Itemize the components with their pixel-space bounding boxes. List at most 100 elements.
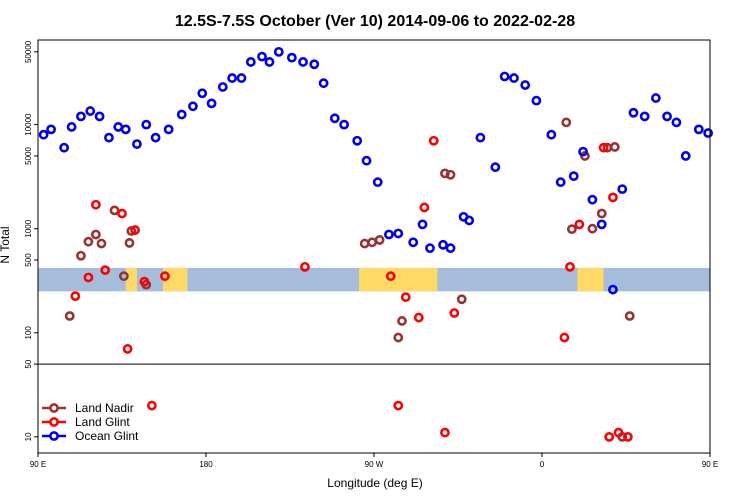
y-tick-label: 1000	[24, 219, 33, 237]
data-point	[361, 155, 372, 166]
data-point	[90, 199, 101, 210]
data-point	[680, 151, 691, 161]
y-tick-label: 100	[24, 326, 33, 340]
data-point	[587, 223, 598, 234]
data-point	[546, 129, 557, 140]
data-point	[425, 243, 435, 254]
series-land-glint	[70, 135, 633, 442]
data-point	[662, 111, 672, 122]
data-point	[94, 111, 105, 122]
data-point	[693, 124, 704, 135]
data-point	[339, 119, 350, 130]
data-point	[83, 272, 94, 283]
data-point	[622, 431, 633, 442]
data-point	[109, 205, 120, 216]
data-point	[236, 73, 247, 83]
data-point	[83, 236, 94, 247]
data-point	[393, 228, 404, 239]
data-point	[298, 57, 308, 67]
data-point	[509, 73, 519, 83]
data-point	[419, 202, 430, 213]
data-point	[613, 427, 624, 438]
data-point	[372, 177, 383, 188]
legend-marker	[49, 431, 59, 441]
data-point	[608, 192, 618, 203]
y-tick-label: 50	[24, 359, 33, 368]
data-point	[118, 271, 129, 282]
data-point	[555, 177, 566, 188]
data-point	[150, 132, 161, 143]
data-point	[568, 171, 579, 182]
data-point	[561, 117, 572, 128]
data-point	[146, 400, 157, 411]
data-point	[440, 168, 450, 179]
data-point	[624, 311, 635, 321]
data-point	[449, 308, 460, 318]
legend-label: Ocean Glint	[75, 429, 139, 443]
data-point	[703, 128, 714, 138]
data-point	[329, 113, 340, 124]
x-tick-label: 180	[199, 460, 213, 469]
y-tick-label: 5000	[24, 146, 33, 164]
x-axis-ticks: 90 E 180 90 W 0 90 E	[30, 453, 718, 469]
data-point	[374, 235, 385, 245]
data-point	[85, 106, 96, 116]
data-point	[76, 250, 86, 261]
data-point	[227, 73, 238, 83]
data-point	[245, 57, 256, 67]
x-tick-label: 0	[540, 460, 545, 469]
x-tick-label: 90 E	[702, 460, 718, 469]
data-point	[176, 109, 187, 120]
data-point	[400, 292, 411, 303]
data-point	[428, 135, 439, 146]
data-point	[76, 111, 86, 122]
data-point	[609, 142, 620, 152]
data-point	[617, 184, 628, 195]
data-point	[257, 51, 267, 62]
data-point	[566, 224, 577, 235]
data-point	[393, 400, 404, 411]
data-point	[217, 82, 228, 92]
data-point	[46, 124, 56, 135]
data-point	[90, 229, 101, 240]
data-point	[120, 124, 131, 135]
data-point	[639, 111, 650, 122]
data-point	[197, 88, 208, 99]
data-point	[531, 95, 542, 106]
band-land-2	[359, 267, 438, 292]
series-land-nadir	[64, 117, 635, 442]
data-point	[38, 129, 49, 140]
data-point	[122, 344, 133, 354]
data-point	[397, 316, 407, 326]
data-point	[163, 124, 174, 135]
data-point	[464, 215, 475, 226]
data-point	[596, 208, 607, 219]
y-tick-label: 10000	[24, 113, 33, 136]
data-point	[604, 431, 615, 442]
data-point	[650, 93, 661, 103]
x-tick-label: 90 E	[30, 460, 46, 469]
data-point	[66, 122, 77, 132]
legend-marker	[49, 417, 59, 427]
y-axis-label: N Total	[0, 226, 12, 263]
band-land-3	[577, 267, 604, 292]
data-point	[300, 261, 310, 272]
y-tick-label: 10	[24, 432, 33, 441]
data-point	[671, 117, 682, 128]
data-point	[559, 332, 570, 343]
data-point	[565, 261, 575, 272]
data-point	[141, 119, 152, 130]
data-point	[445, 169, 456, 180]
data-point	[490, 162, 501, 173]
data-point	[608, 284, 618, 295]
data-point	[117, 208, 127, 219]
data-point	[393, 332, 404, 343]
data-point	[628, 107, 639, 118]
series-layer	[38, 46, 714, 442]
data-point	[139, 276, 150, 287]
chart-title: 12.5S-7.5S October (Ver 10) 2014-09-06 t…	[175, 13, 575, 30]
data-point	[578, 146, 588, 157]
